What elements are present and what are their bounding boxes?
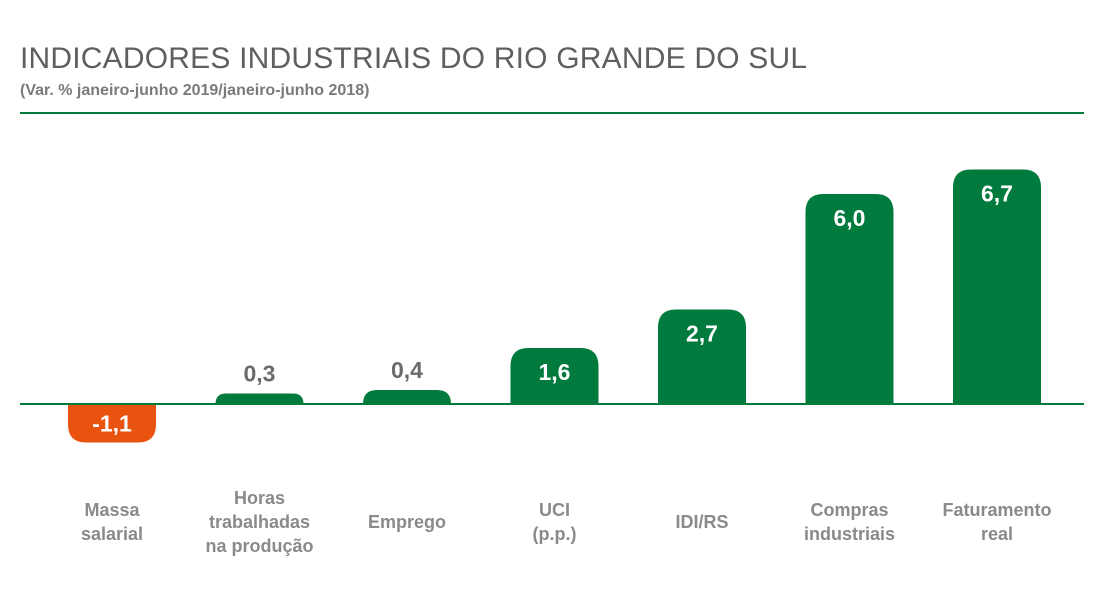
value-label-6: 6,7	[981, 181, 1013, 207]
bar-5	[805, 194, 894, 404]
bar-1	[215, 393, 304, 404]
value-label-5: 6,0	[834, 205, 866, 231]
chart-subtitle: (Var. % janeiro-junho 2019/janeiro-junho…	[20, 82, 370, 99]
category-label-5: Compras industriais	[803, 500, 896, 544]
category-label-0: Massa salarial	[80, 500, 144, 544]
value-label-0: -1,1	[92, 410, 132, 436]
bar-0	[68, 404, 156, 443]
value-label-4: 2,7	[686, 321, 718, 347]
chart-title: INDICADORES INDUSTRIAIS DO RIO GRANDE DO…	[20, 42, 808, 75]
bar-6	[953, 169, 1041, 404]
category-label-4: IDI/RS	[675, 512, 729, 532]
bar-2	[363, 390, 451, 404]
category-label-6: Faturamento real	[942, 500, 1052, 544]
value-label-3: 1,6	[539, 359, 571, 385]
value-label-2: 0,4	[391, 357, 423, 383]
bar-4	[658, 309, 746, 404]
category-label-2: Emprego	[367, 512, 446, 532]
bar-3	[510, 348, 599, 404]
title-divider	[20, 112, 1084, 114]
category-label-1: Horas trabalhadas na produção	[205, 488, 314, 556]
category-label-3: UCI (p.p.)	[532, 500, 577, 544]
value-label-1: 0,3	[244, 361, 276, 387]
